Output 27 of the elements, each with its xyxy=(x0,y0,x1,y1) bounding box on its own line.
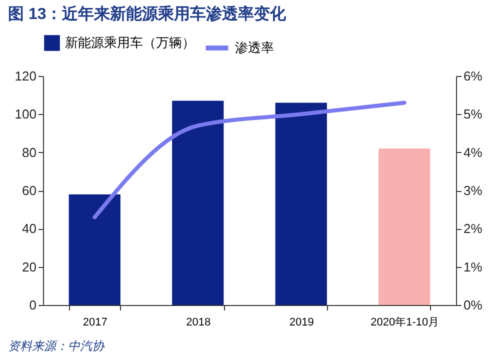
bar xyxy=(275,102,327,305)
legend-label: 新能源乘用车（万辆） xyxy=(65,35,195,50)
y2-tick-label: 4% xyxy=(464,144,483,160)
bar xyxy=(378,148,430,305)
chart-title: 图 13：近年来新能源乘用车渗透率变化 xyxy=(8,4,288,23)
text: 资料来源：中汽协 xyxy=(8,339,105,353)
y2-tick-label: 3% xyxy=(464,183,483,198)
y2-tick-label: 1% xyxy=(464,259,483,274)
y2-tick-label: 0% xyxy=(464,298,483,312)
y-tick-label: 60 xyxy=(22,183,36,198)
legend-label: 渗透率 xyxy=(235,40,274,55)
y-tick-label: 80 xyxy=(22,144,36,160)
y-tick-label: 120 xyxy=(14,68,36,84)
x-tick-label: 2020年1-10月 xyxy=(370,316,440,328)
x-tick-label: 2017 xyxy=(82,316,108,328)
y-tick-label: 0 xyxy=(29,298,36,312)
y-tick-label: 20 xyxy=(22,259,36,274)
y-tick-label: 100 xyxy=(14,106,36,122)
x-tick-label: 2018 xyxy=(186,316,211,328)
bar xyxy=(68,194,120,305)
bar xyxy=(172,100,224,305)
line-series xyxy=(92,100,406,220)
y-tick-label: 40 xyxy=(22,221,36,236)
y2-tick-label: 5% xyxy=(464,106,483,122)
y2-tick-label: 2% xyxy=(464,221,483,236)
y2-tick-label: 6% xyxy=(464,68,483,84)
x-tick-label: 2019 xyxy=(289,316,314,328)
